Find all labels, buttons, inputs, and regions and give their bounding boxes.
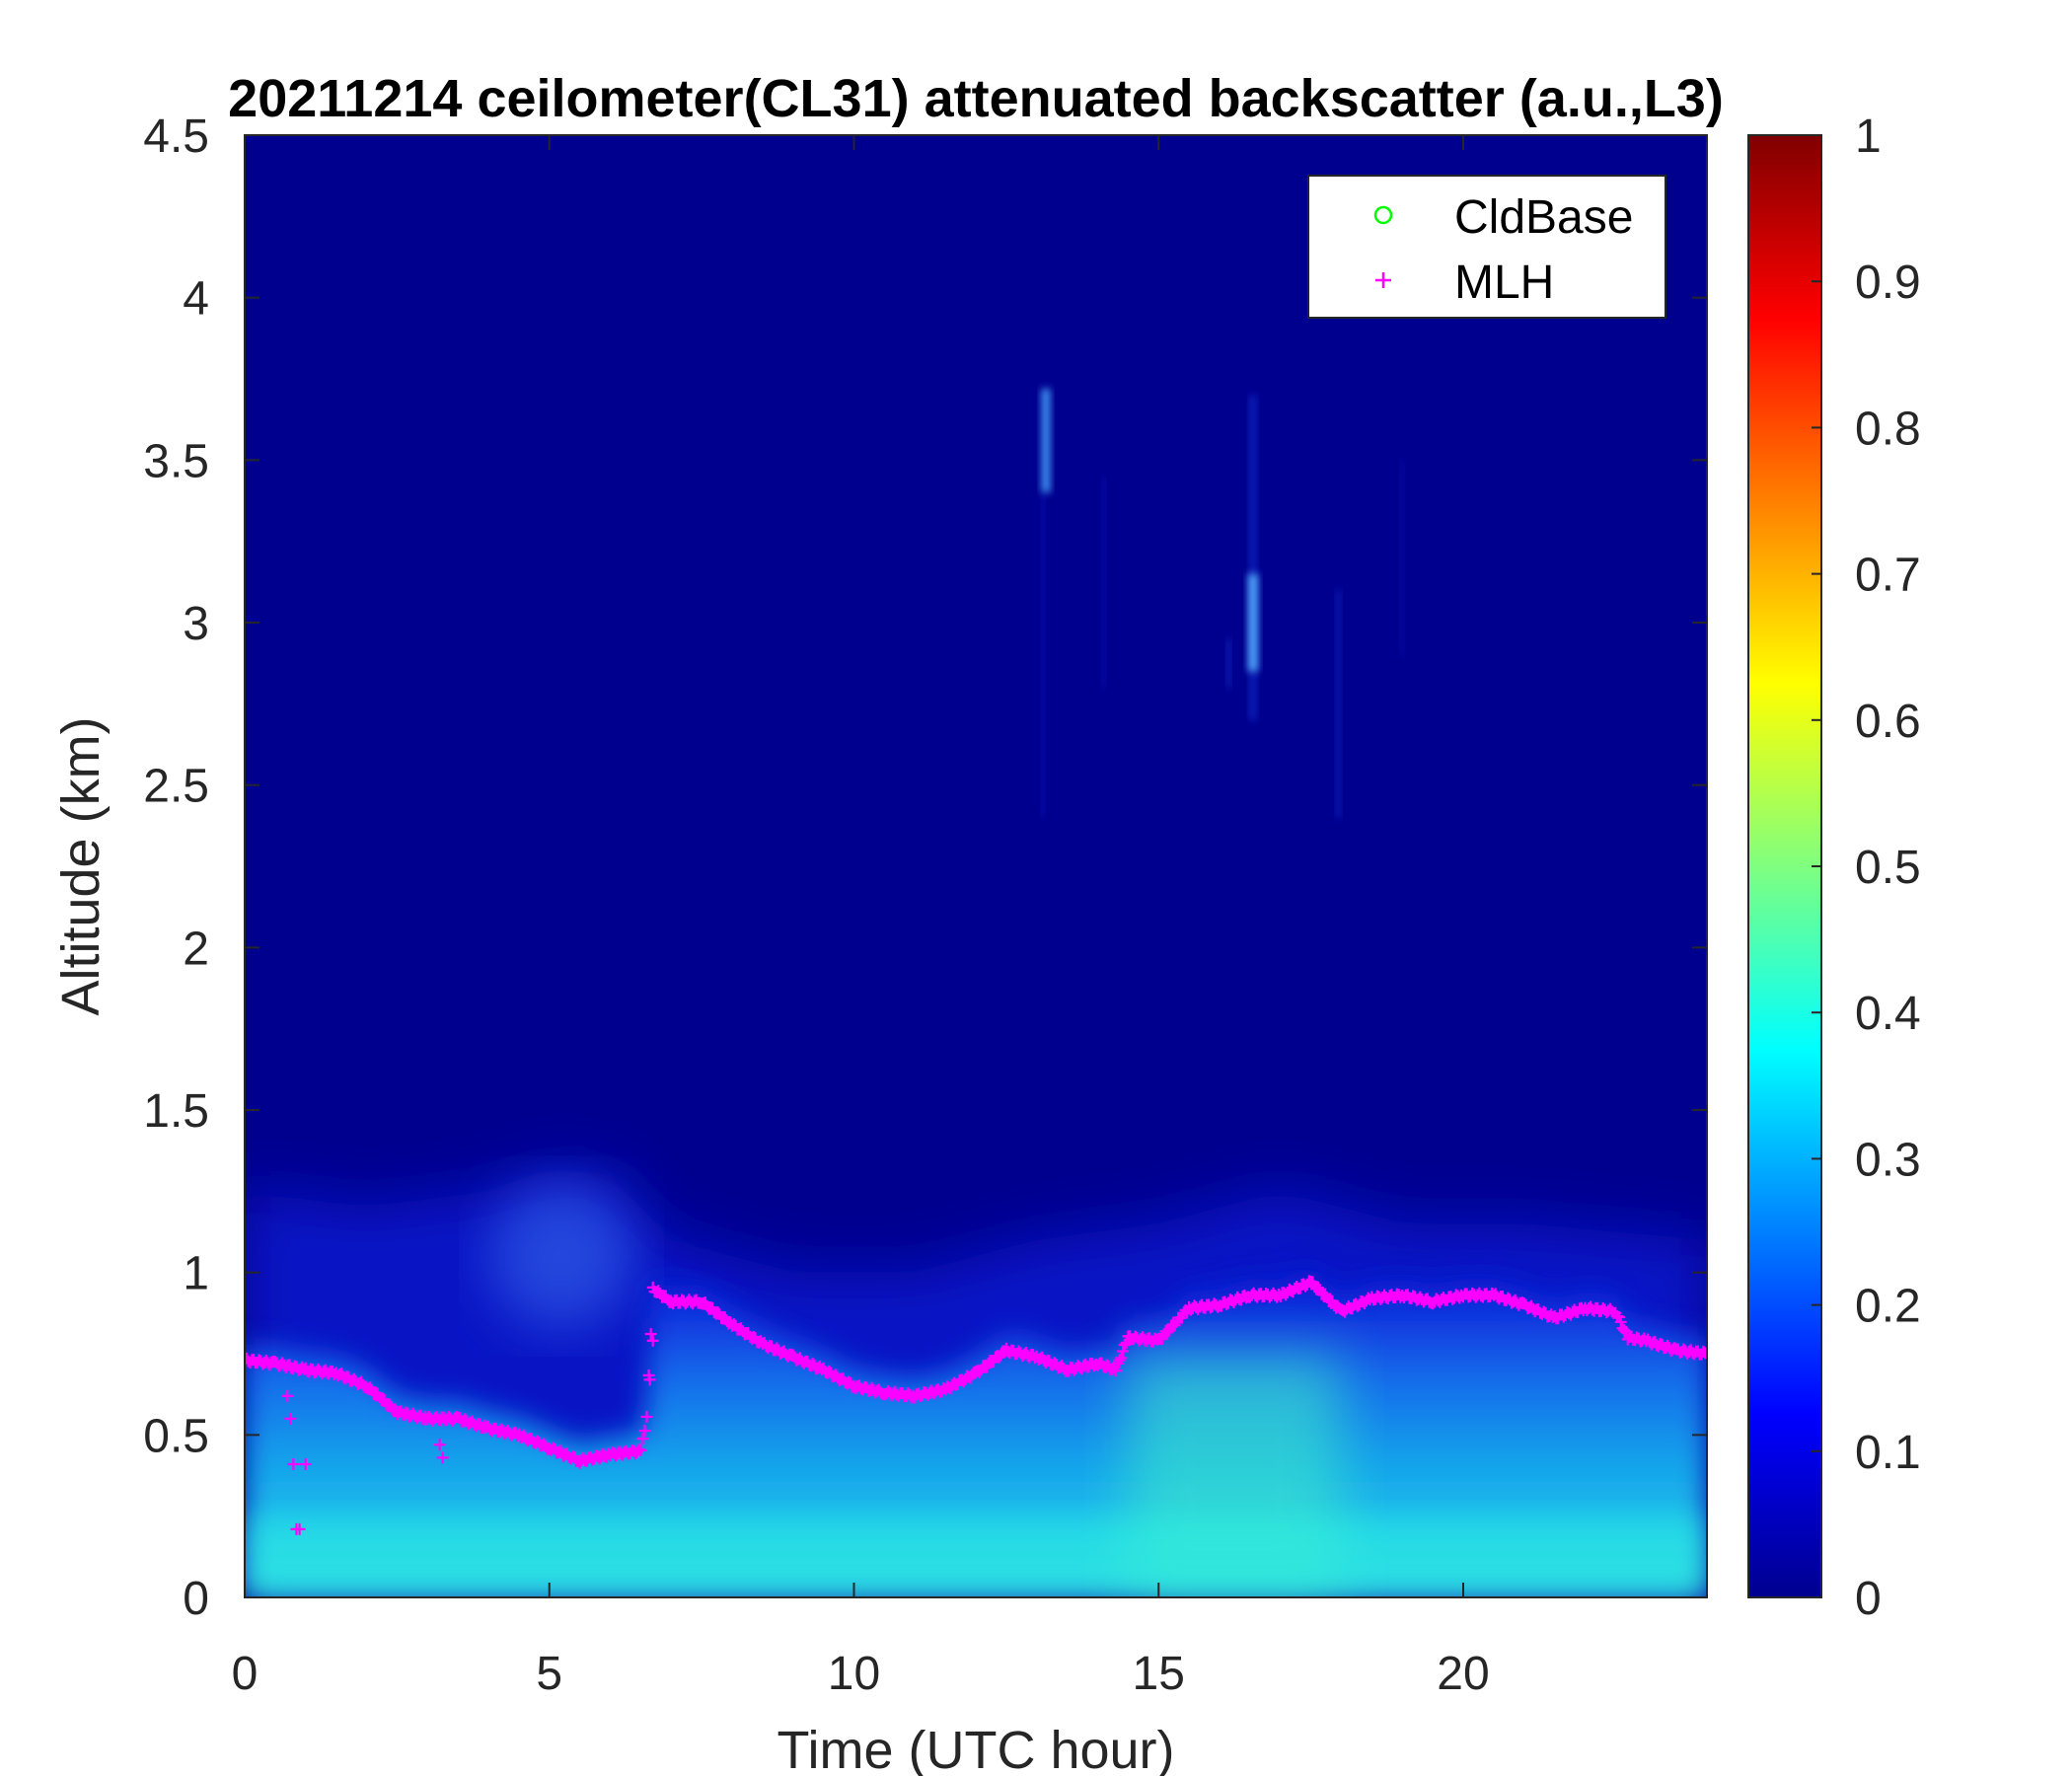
x-axis: 0 5 10 15 20: [232, 135, 1490, 1700]
x-tick-label: 15: [1133, 1648, 1185, 1700]
mlh-point: [1697, 1345, 1707, 1358]
x-tick-label: 20: [1437, 1648, 1489, 1700]
colorbar-tick-label: 0.6: [1855, 696, 1921, 748]
colorbar-tick-label: 0.7: [1855, 550, 1921, 602]
y-tick-label: 3: [183, 598, 209, 650]
legend: CldBase MLH: [1307, 175, 1666, 319]
x-axis-label: Time (UTC hour): [777, 1721, 1174, 1776]
elevated-streak: [1248, 573, 1258, 672]
mlh-outlier-point: [293, 1522, 306, 1535]
mlh-outlier-point: [299, 1457, 312, 1470]
colorbar-tick-label: 0.5: [1855, 842, 1921, 894]
x-tick-label: 10: [828, 1648, 880, 1700]
colorbar-tick-label: 0.2: [1855, 1281, 1921, 1333]
mlh-point: [638, 1425, 651, 1438]
colorbar-tick-label: 0.4: [1855, 988, 1921, 1040]
elevated-streak: [1400, 460, 1404, 655]
colorbar-gradient: [1747, 134, 1822, 1598]
mlh-point: [1701, 1348, 1707, 1360]
colorbar: 0 0.1 0.2 0.3 0.4 0.5 0.6 0.7 0.8 0.9 1: [1747, 111, 1921, 1625]
colorbar-tick-label: 1: [1855, 111, 1882, 163]
mlh-legend-label: MLH: [1454, 257, 1554, 309]
mlh-point: [1110, 1365, 1123, 1377]
chart-title: 20211214 ceilometer(CL31) attenuated bac…: [228, 69, 1724, 128]
elevated-streak: [1041, 388, 1051, 493]
elevated-streak: [1249, 395, 1257, 720]
colorbar-tick-label: 0.3: [1855, 1134, 1921, 1186]
mlh-outlier-point: [433, 1439, 446, 1451]
cldbase-legend-label: CldBase: [1454, 191, 1633, 244]
mlh-outlier-point: [646, 1334, 659, 1347]
mlh-point: [1161, 1326, 1174, 1339]
legend-box: [1307, 175, 1666, 319]
colorbar-tick-label: 0.1: [1855, 1427, 1921, 1479]
cldbase-legend-marker: [1373, 205, 1393, 225]
elevated-streak: [1041, 492, 1045, 818]
y-tick-label: 3.5: [143, 435, 209, 487]
mlh-point: [1614, 1315, 1627, 1328]
mlh-point: [993, 1351, 1005, 1364]
x-tick-label: 5: [536, 1648, 562, 1700]
y-tick-label: 4.5: [143, 111, 209, 163]
colorbar-tick-label: 0.9: [1855, 257, 1921, 309]
elevated-streak: [1226, 638, 1231, 688]
mlh-point: [1311, 1282, 1324, 1295]
mlh-outlier-point: [643, 1373, 656, 1386]
x-tick-label: 0: [232, 1648, 259, 1700]
mlh-outlier-point: [287, 1457, 300, 1470]
mlh-point: [1618, 1324, 1631, 1337]
mlh-point: [640, 1410, 653, 1423]
elevated-streak: [1336, 590, 1341, 818]
mlh-legend-marker: [1375, 272, 1391, 288]
y-axis: 0 0.5 1 1.5 2 2.5 3 3.5 4 4.5: [143, 111, 1707, 1625]
mlh-outlier-point: [436, 1451, 449, 1464]
y-tick-label: 1: [183, 1248, 209, 1300]
mlh-point: [1117, 1345, 1130, 1358]
mlh-point: [652, 1285, 665, 1297]
mlh-point: [384, 1398, 397, 1411]
surface-layer: [245, 1516, 1707, 1597]
mlh-point: [636, 1433, 649, 1445]
mlh-point: [1118, 1339, 1131, 1352]
backscatter-field: [245, 388, 1707, 1597]
mlh-series: [245, 1275, 1707, 1535]
y-tick-label: 4: [183, 273, 209, 326]
y-tick-label: 2.5: [143, 761, 209, 813]
colorbar-ticks: 0 0.1 0.2 0.3 0.4 0.5 0.6 0.7 0.8 0.9 1: [1812, 111, 1921, 1625]
plot-frame: [244, 134, 1708, 1598]
colorbar-tick-label: 0: [1855, 1573, 1882, 1625]
mlh-point: [634, 1443, 647, 1456]
mlh-point: [1113, 1354, 1126, 1367]
mlh-point: [973, 1366, 986, 1378]
mlh-outlier-point: [284, 1412, 297, 1425]
y-tick-label: 1.5: [143, 1085, 209, 1138]
y-tick-label: 2: [183, 923, 209, 975]
aerosol-plume: [487, 1184, 635, 1328]
y-tick-label: 0: [183, 1573, 209, 1625]
colorbar-tick-label: 0.8: [1855, 403, 1921, 455]
plot-area: [245, 135, 1707, 1597]
y-axis-label: Altitude (km): [51, 716, 111, 1015]
mlh-point: [711, 1305, 724, 1318]
mlh-point: [1115, 1352, 1128, 1365]
mlh-point: [364, 1381, 377, 1394]
mlh-point: [644, 1328, 657, 1341]
elevated-streak: [1102, 476, 1106, 688]
mlh-outlier-point: [281, 1389, 294, 1402]
y-tick-label: 0.5: [143, 1410, 209, 1462]
